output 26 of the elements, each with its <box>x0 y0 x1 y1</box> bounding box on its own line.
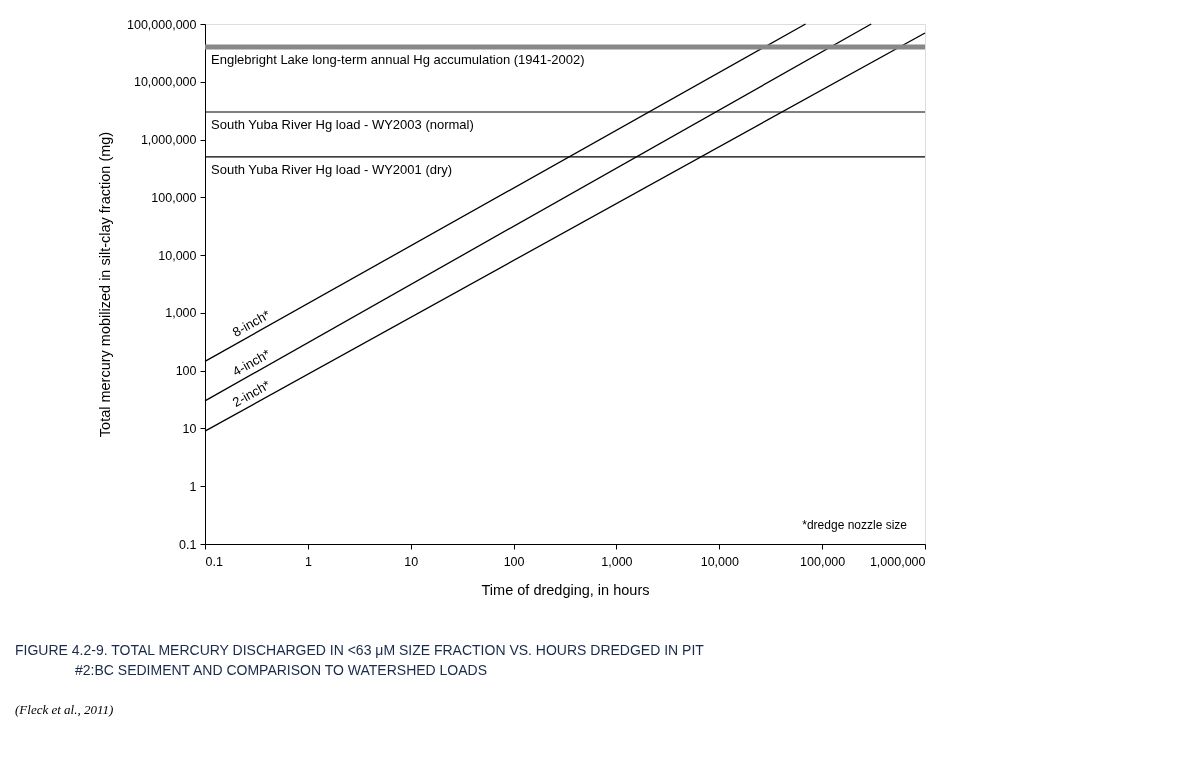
annotation: *dredge nozzle size <box>802 518 908 532</box>
y-tick-label: 100 <box>175 364 197 379</box>
y-tick-label: 1 <box>189 479 197 494</box>
text: (Fleck et al., 2011) <box>15 702 114 717</box>
y-axis-title: Total mercury mobilized in silt-clay fraction (mg) <box>96 131 113 438</box>
x-tick-label: 0.1 <box>205 554 223 569</box>
y-tick-label: 10 <box>182 421 197 436</box>
y-tick-label: 1,000,000 <box>140 133 197 148</box>
y-tick-label: 10,000,000 <box>133 75 197 90</box>
y-tick-label: 1,000 <box>165 306 197 321</box>
y-tick-label: 100,000 <box>151 190 197 205</box>
ref-line-label: South Yuba River Hg load - WY2003 (normal) <box>211 116 474 132</box>
text: FIGURE 4.2-9. TOTAL MERCURY DISCHARGED IN <63 μM SIZE FRACTION VS. HOURS DREDGED IN PIT #2:BC SEDIMENT AND COMPARISON TO WATERSHED LOADS <box>15 642 705 678</box>
x-tick-label: 1,000 <box>601 554 633 569</box>
y-tick-label: 100,000,000 <box>126 17 197 32</box>
x-tick-label: 1 <box>304 554 312 569</box>
x-tick-label: 100 <box>503 554 525 569</box>
x-axis-title: Time of dredging, in hours <box>481 582 650 598</box>
x-tick-label: 10,000 <box>700 554 739 569</box>
y-tick-label: 10,000 <box>158 248 197 263</box>
ref-line-label: South Yuba River Hg load - WY2001 (dry) <box>211 161 453 177</box>
x-tick-label: 1,000,000 <box>869 554 926 569</box>
ref-line-label: Englebright Lake long-term annual Hg accumulation (1941-2002) <box>211 51 585 67</box>
y-tick-label: 0.1 <box>179 537 197 552</box>
x-tick-label: 100,000 <box>800 554 846 569</box>
x-tick-label: 10 <box>404 554 419 569</box>
